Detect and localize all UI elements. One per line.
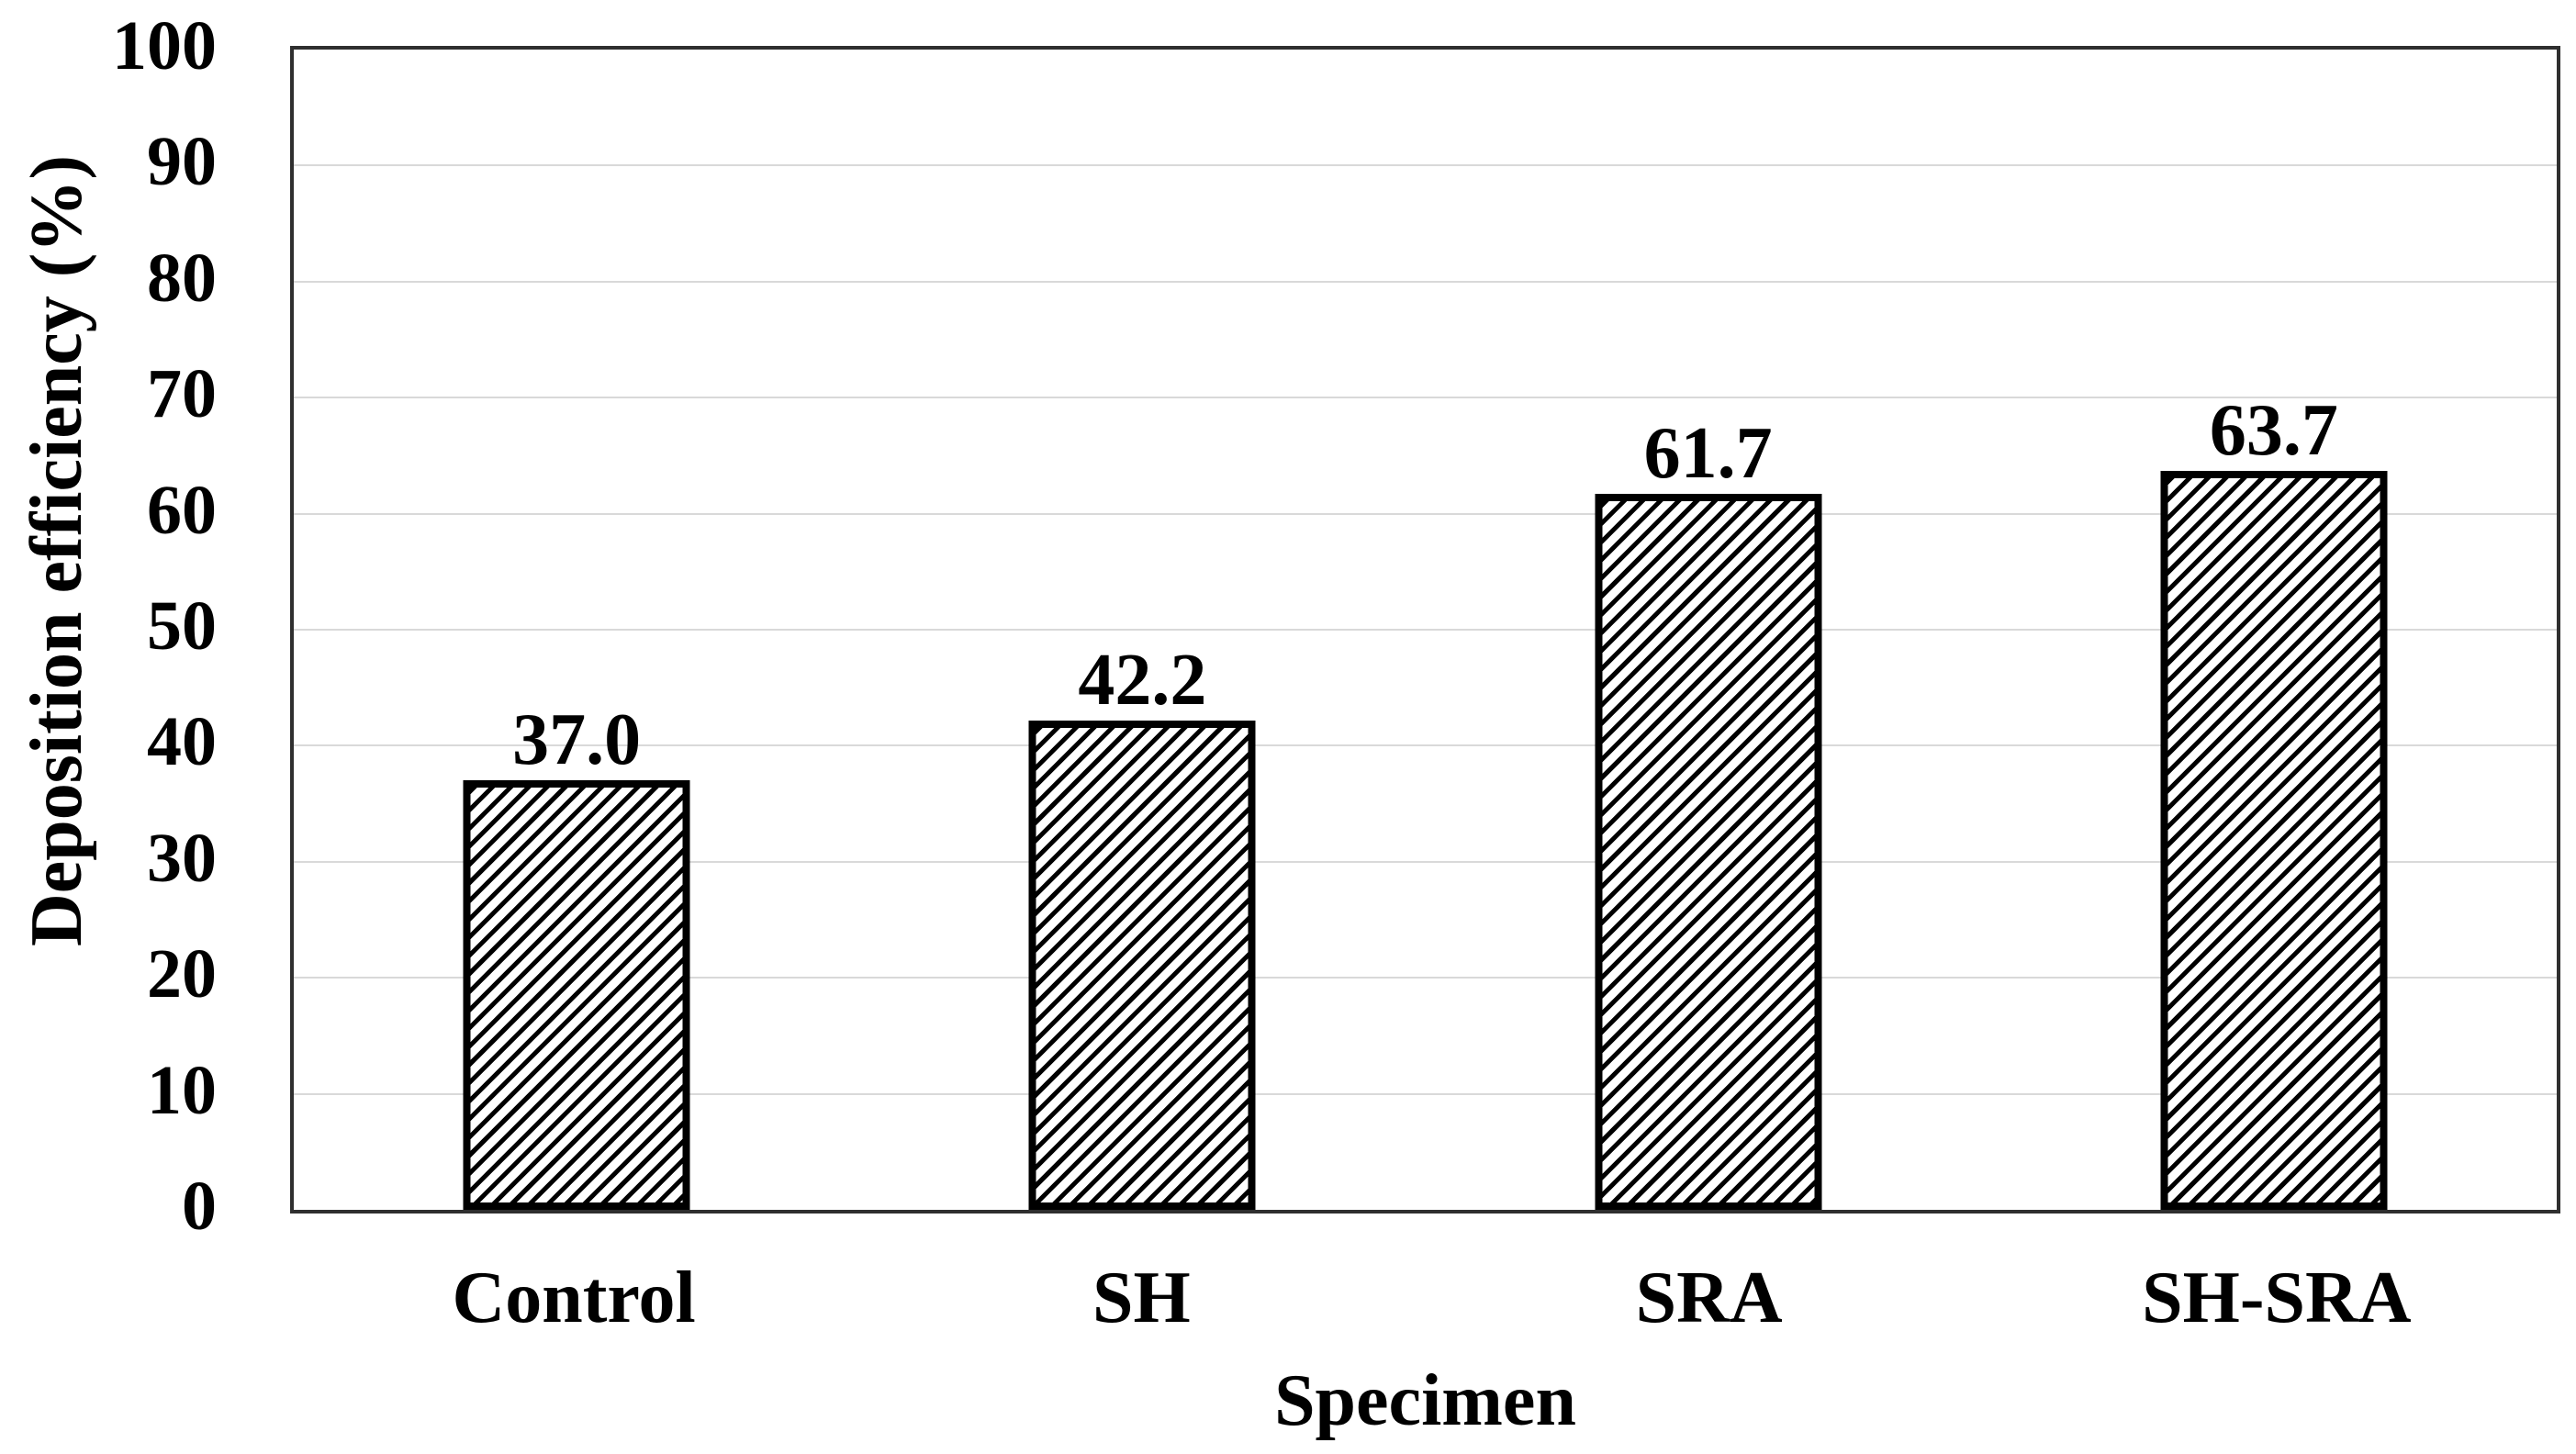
gridline — [294, 164, 2557, 167]
y-axis-tick-labels: 0 10 20 30 40 50 60 70 80 90 100 — [0, 11, 217, 1241]
bar-control: 37.0 — [463, 701, 690, 1210]
y-tick-label: 80 — [147, 239, 217, 317]
gridline — [294, 977, 2557, 979]
plot-area: 37.0 42.2 61.7 63.7 — [290, 46, 2560, 1214]
gridline — [294, 629, 2557, 631]
x-axis-category-labels: Control SH SRA SH-SRA — [290, 1261, 2560, 1353]
bar-value-label: 63.7 — [2209, 389, 2338, 471]
y-tick-label: 20 — [147, 935, 217, 1013]
gridline — [294, 860, 2557, 863]
bar-sh-sra: 63.7 — [2160, 392, 2388, 1210]
gridline — [294, 397, 2557, 399]
y-tick-label: 70 — [147, 355, 217, 433]
bar-value-label: 42.2 — [1078, 639, 1207, 721]
gridline — [294, 512, 2557, 515]
bar-value-label: 37.0 — [512, 699, 642, 781]
gridline — [294, 744, 2557, 747]
y-tick-label: 90 — [147, 123, 217, 201]
y-tick-label: 10 — [147, 1051, 217, 1129]
y-tick-label: 30 — [147, 819, 217, 897]
x-category-label-sra: SRA — [1635, 1258, 1783, 1338]
bar-value-label: 61.7 — [1643, 413, 1773, 495]
y-tick-label: 100 — [112, 7, 217, 84]
bar-sra: 61.7 — [1595, 415, 1822, 1210]
x-category-label-sh: SH — [1092, 1258, 1191, 1338]
y-tick-label: 50 — [147, 587, 217, 665]
x-axis-title: Specimen — [1274, 1360, 1576, 1441]
y-tick-label: 60 — [147, 471, 217, 549]
bar-sh: 42.2 — [1028, 642, 1256, 1210]
y-tick-label: 0 — [182, 1168, 217, 1245]
x-category-label-sh-sra: SH-SRA — [2142, 1258, 2412, 1338]
y-tick-label: 40 — [147, 703, 217, 781]
x-category-label-control: Control — [452, 1258, 696, 1338]
gridline — [294, 1092, 2557, 1095]
gridline — [294, 280, 2557, 283]
